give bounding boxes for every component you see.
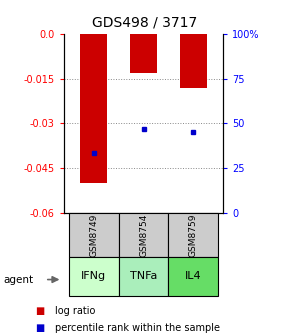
Bar: [69, 213, 119, 257]
Bar: [168, 257, 218, 296]
Text: GSM8759: GSM8759: [189, 213, 198, 257]
Bar: [168, 213, 218, 257]
Bar: [69, 257, 119, 296]
Text: IL4: IL4: [185, 271, 202, 281]
Text: agent: agent: [3, 275, 33, 285]
Bar: [180, 34, 207, 87]
Bar: [119, 213, 168, 257]
Bar: [130, 34, 157, 73]
Text: GDS498 / 3717: GDS498 / 3717: [93, 15, 197, 29]
Text: ■: ■: [35, 306, 44, 316]
Text: percentile rank within the sample: percentile rank within the sample: [55, 323, 220, 333]
Bar: [80, 34, 107, 183]
Text: log ratio: log ratio: [55, 306, 95, 316]
Bar: [119, 257, 168, 296]
Text: ■: ■: [35, 323, 44, 333]
Text: IFNg: IFNg: [81, 271, 106, 281]
Text: GSM8749: GSM8749: [89, 213, 98, 257]
Text: GSM8754: GSM8754: [139, 213, 148, 257]
Text: TNFa: TNFa: [130, 271, 157, 281]
